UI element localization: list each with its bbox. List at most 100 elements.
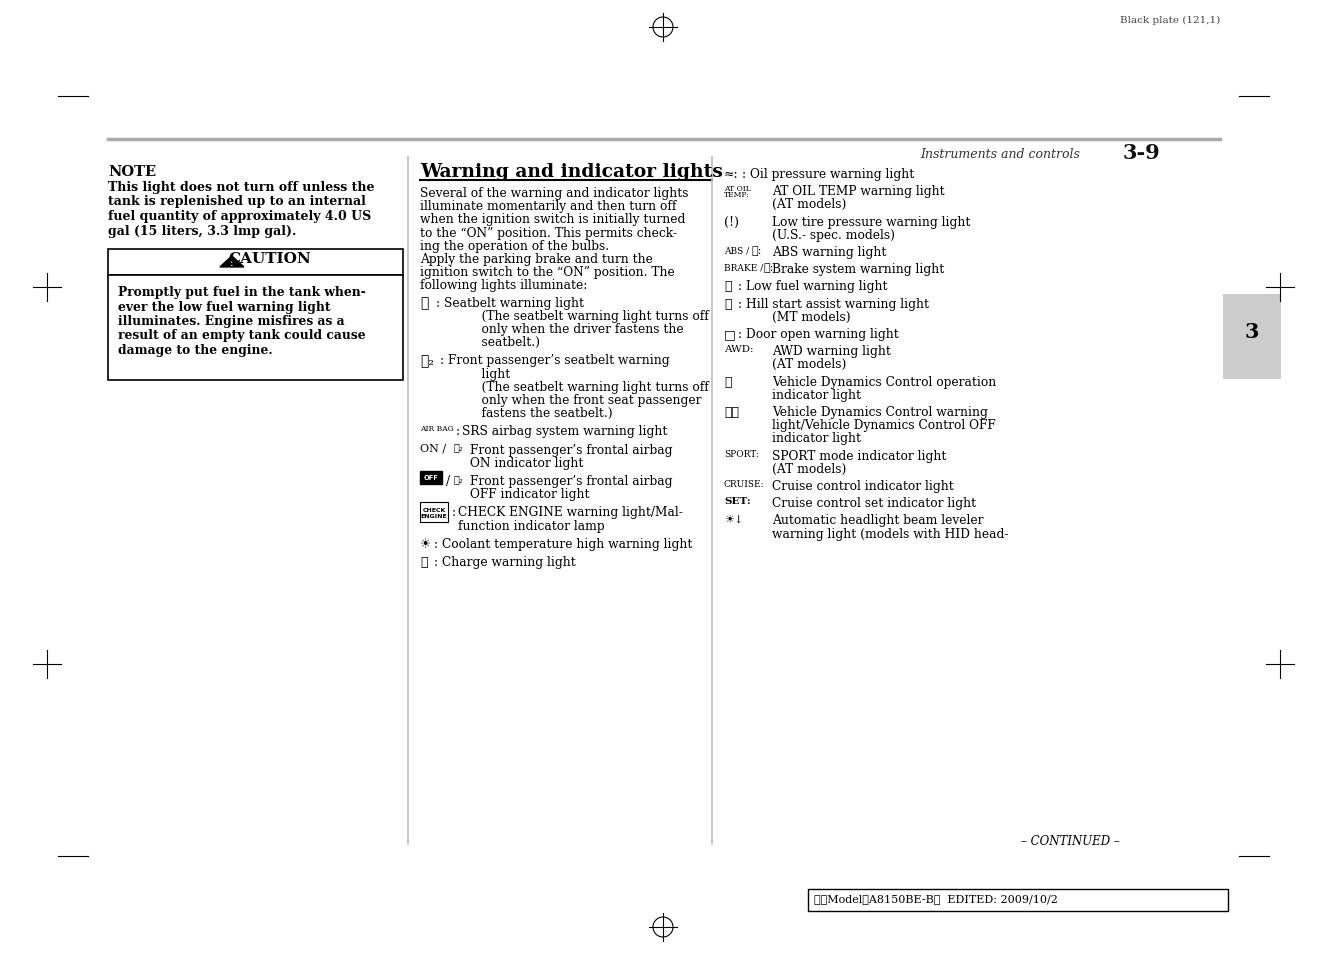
Text: Apply the parking brake and turn the: Apply the parking brake and turn the	[421, 253, 653, 266]
Text: illuminates. Engine misfires as a: illuminates. Engine misfires as a	[118, 314, 345, 328]
FancyBboxPatch shape	[421, 503, 449, 523]
Text: CHECK ENGINE warning light/Mal-: CHECK ENGINE warning light/Mal-	[458, 506, 683, 518]
Text: (The seatbelt warning light turns off: (The seatbelt warning light turns off	[466, 310, 709, 322]
Text: OFF: OFF	[423, 475, 438, 481]
Text: SET:: SET:	[725, 497, 751, 506]
Text: ON indicator light: ON indicator light	[470, 456, 584, 469]
Text: Instruments and controls: Instruments and controls	[920, 148, 1080, 161]
Text: result of an empty tank could cause: result of an empty tank could cause	[118, 329, 366, 342]
Text: ⛽: ⛽	[725, 280, 731, 294]
Text: seatbelt.): seatbelt.)	[466, 335, 540, 349]
Text: Promptly put fuel in the tank when-: Promptly put fuel in the tank when-	[118, 286, 366, 298]
Text: (MT models): (MT models)	[772, 311, 851, 323]
Text: : Coolant temperature high warning light: : Coolant temperature high warning light	[434, 537, 693, 550]
Text: ⚠: ⚠	[421, 296, 429, 311]
Text: 北米Model｢A8150BE-B｣  EDITED: 2009/10/2: 北米Model｢A8150BE-B｣ EDITED: 2009/10/2	[813, 893, 1058, 903]
Text: BRAKE /: BRAKE /	[725, 263, 763, 272]
Text: Warning and indicator lights: Warning and indicator lights	[421, 163, 723, 181]
Text: Brake system warning light: Brake system warning light	[772, 263, 945, 276]
Text: ON /: ON /	[421, 443, 446, 453]
Text: damage to the engine.: damage to the engine.	[118, 344, 272, 356]
Text: AWD:: AWD:	[725, 345, 754, 354]
Text: following lights illuminate:: following lights illuminate:	[421, 279, 588, 292]
Text: Several of the warning and indicator lights: Several of the warning and indicator lig…	[421, 187, 689, 200]
Text: function indicator lamp: function indicator lamp	[458, 519, 605, 532]
Text: ≈:: ≈:	[725, 168, 739, 181]
Text: light: light	[466, 367, 511, 380]
Text: (AT models): (AT models)	[772, 462, 847, 476]
Text: AIR BAG: AIR BAG	[421, 425, 454, 433]
Text: 3: 3	[1245, 321, 1259, 341]
Text: Vehicle Dynamics Control warning: Vehicle Dynamics Control warning	[772, 406, 987, 418]
Text: CRUISE:: CRUISE:	[725, 479, 764, 489]
Text: ☀↓: ☀↓	[725, 514, 743, 524]
Text: gal (15 liters, 3.3 lmp gal).: gal (15 liters, 3.3 lmp gal).	[107, 224, 296, 237]
Text: ☀: ☀	[421, 537, 431, 550]
Text: : Hill start assist warning light: : Hill start assist warning light	[738, 297, 929, 311]
Text: when the ignition switch is initially turned: when the ignition switch is initially tu…	[421, 213, 685, 226]
Text: : Charge warning light: : Charge warning light	[434, 556, 576, 568]
Text: Front passenger’s frontal airbag: Front passenger’s frontal airbag	[470, 475, 673, 488]
FancyBboxPatch shape	[1223, 294, 1281, 379]
Text: tank is replenished up to an internal: tank is replenished up to an internal	[107, 195, 366, 209]
Text: (!): (!)	[725, 215, 739, 229]
Text: SPORT mode indicator light: SPORT mode indicator light	[772, 449, 946, 462]
Text: OFF indicator light: OFF indicator light	[470, 488, 589, 500]
Text: warning light (models with HID head-: warning light (models with HID head-	[772, 527, 1009, 540]
Text: (U.S.- spec. models): (U.S.- spec. models)	[772, 229, 894, 241]
Text: This light does not turn off unless the: This light does not turn off unless the	[107, 181, 374, 193]
Text: (AT models): (AT models)	[772, 198, 847, 212]
Text: 3-9: 3-9	[1123, 143, 1160, 163]
Text: Vehicle Dynamics Control operation: Vehicle Dynamics Control operation	[772, 375, 997, 388]
FancyBboxPatch shape	[421, 472, 442, 484]
Text: (AT models): (AT models)	[772, 358, 847, 371]
Text: CHECK
ENGINE: CHECK ENGINE	[421, 507, 447, 518]
Text: AT OIL: AT OIL	[725, 185, 751, 193]
Text: SPORT:: SPORT:	[725, 449, 759, 458]
Text: ⚠₂: ⚠₂	[421, 354, 434, 368]
Text: fastens the seatbelt.): fastens the seatbelt.)	[466, 407, 613, 419]
Text: only when the front seat passenger: only when the front seat passenger	[466, 394, 702, 407]
Text: illuminate momentarily and then turn off: illuminate momentarily and then turn off	[421, 200, 677, 213]
Text: :: :	[453, 506, 456, 518]
Text: Ⓞ:: Ⓞ:	[752, 246, 763, 255]
Text: Cruise control indicator light: Cruise control indicator light	[772, 479, 954, 493]
Text: /: /	[446, 475, 450, 488]
Text: SRS airbag system warning light: SRS airbag system warning light	[462, 425, 667, 438]
Text: !: !	[230, 259, 234, 268]
Text: fuel quantity of approximately 4.0 US: fuel quantity of approximately 4.0 US	[107, 210, 372, 223]
Text: Cruise control set indicator light: Cruise control set indicator light	[772, 497, 977, 510]
Text: ⚙✗: ⚙✗	[725, 406, 739, 418]
Text: ABS warning light: ABS warning light	[772, 246, 886, 258]
Text: NOTE: NOTE	[107, 165, 157, 179]
Text: ⓘ:: ⓘ:	[764, 263, 775, 273]
Text: ing the operation of the bulbs.: ing the operation of the bulbs.	[421, 239, 609, 253]
Text: ever the low fuel warning light: ever the low fuel warning light	[118, 300, 330, 314]
FancyBboxPatch shape	[107, 275, 403, 380]
Text: ⚙: ⚙	[725, 375, 731, 388]
Polygon shape	[220, 256, 244, 268]
Text: Front passenger’s frontal airbag: Front passenger’s frontal airbag	[470, 443, 673, 456]
Text: : Low fuel warning light: : Low fuel warning light	[738, 280, 888, 294]
Text: CAUTION: CAUTION	[228, 252, 312, 266]
Text: :: :	[456, 425, 460, 438]
Text: Automatic headlight beam leveler: Automatic headlight beam leveler	[772, 514, 983, 527]
Text: TEMP:: TEMP:	[725, 191, 750, 199]
Text: □: □	[725, 328, 735, 340]
Text: ⚠: ⚠	[725, 297, 731, 311]
Text: : Front passenger’s seatbelt warning: : Front passenger’s seatbelt warning	[441, 354, 670, 367]
Text: : Oil pressure warning light: : Oil pressure warning light	[742, 168, 914, 181]
Text: light/Vehicle Dynamics Control OFF: light/Vehicle Dynamics Control OFF	[772, 418, 995, 432]
Text: Low tire pressure warning light: Low tire pressure warning light	[772, 215, 970, 229]
FancyBboxPatch shape	[808, 889, 1227, 911]
Text: : Door open warning light: : Door open warning light	[738, 328, 898, 340]
Text: ⎓: ⎓	[421, 556, 427, 568]
Text: ⚠₂: ⚠₂	[454, 475, 463, 483]
Text: indicator light: indicator light	[772, 432, 861, 445]
Text: – CONTINUED –: – CONTINUED –	[1020, 834, 1120, 847]
Text: Black plate (121,1): Black plate (121,1)	[1120, 16, 1220, 25]
Text: AWD warning light: AWD warning light	[772, 345, 890, 357]
Text: : Seatbelt warning light: : Seatbelt warning light	[437, 296, 584, 310]
Text: ignition switch to the “ON” position. The: ignition switch to the “ON” position. Th…	[421, 266, 674, 279]
Text: to the “ON” position. This permits check-: to the “ON” position. This permits check…	[421, 227, 677, 239]
